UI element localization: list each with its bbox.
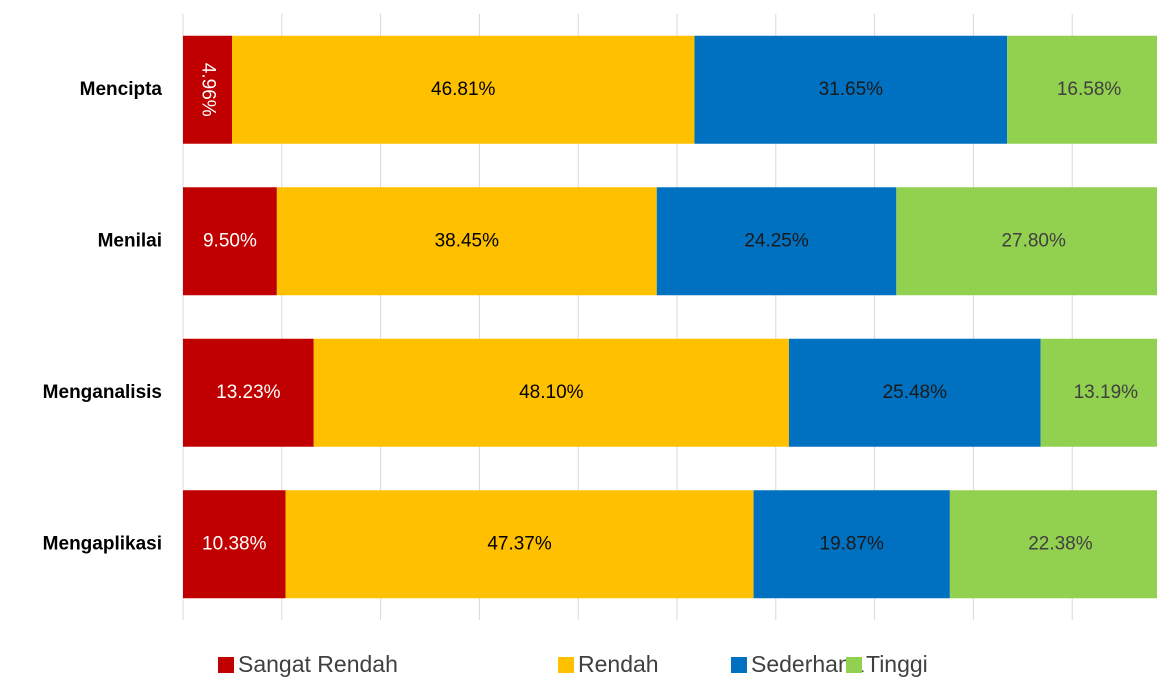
data-label: 22.38% — [1028, 533, 1093, 554]
data-label: 24.25% — [744, 230, 809, 251]
bar-segment — [788, 338, 1041, 447]
bar-segment — [285, 490, 754, 599]
bar-segment — [656, 187, 897, 296]
legend-label: Tinggi — [866, 651, 928, 677]
data-label: 9.50% — [203, 230, 257, 251]
data-label: 31.65% — [819, 79, 884, 100]
legend-swatch — [558, 657, 574, 673]
data-label: 27.80% — [1001, 230, 1066, 251]
data-label: 16.58% — [1057, 79, 1122, 100]
legend-label: Sederhana — [751, 651, 864, 677]
bar-segment — [276, 187, 657, 296]
data-label: 46.81% — [431, 79, 496, 100]
bar-segment — [1007, 35, 1157, 144]
bar-segment — [896, 187, 1157, 296]
y-tick-label: Menganalisis — [43, 382, 162, 403]
data-label: 4.96% — [197, 63, 218, 117]
bar-segment — [232, 35, 695, 144]
bar-segment — [183, 490, 286, 599]
legend-swatch — [846, 657, 862, 673]
bar-segment — [753, 490, 950, 599]
y-tick-label: Mengaplikasi — [43, 533, 162, 554]
bar-segment — [183, 35, 233, 144]
data-label: 25.48% — [883, 382, 948, 403]
data-label: 10.38% — [202, 533, 267, 554]
bar-segment — [1040, 338, 1157, 447]
y-tick-label: Menilai — [98, 230, 162, 251]
data-label: 19.87% — [820, 533, 885, 554]
bar-segment — [694, 35, 1008, 144]
bar-segment — [949, 490, 1157, 599]
bar-segment — [183, 187, 277, 296]
data-label: 48.10% — [519, 382, 584, 403]
bar-segment — [183, 338, 314, 447]
data-label: 13.19% — [1074, 382, 1139, 403]
legend-label: Sangat Rendah — [238, 651, 398, 677]
data-label: 13.23% — [216, 382, 281, 403]
data-label: 47.37% — [487, 533, 552, 554]
data-label: 38.45% — [435, 230, 500, 251]
legend-swatch — [731, 657, 747, 673]
bar-segment — [313, 338, 789, 447]
y-tick-label: Mencipta — [80, 79, 163, 100]
legend-label: Rendah — [578, 651, 659, 677]
legend-swatch — [218, 657, 234, 673]
